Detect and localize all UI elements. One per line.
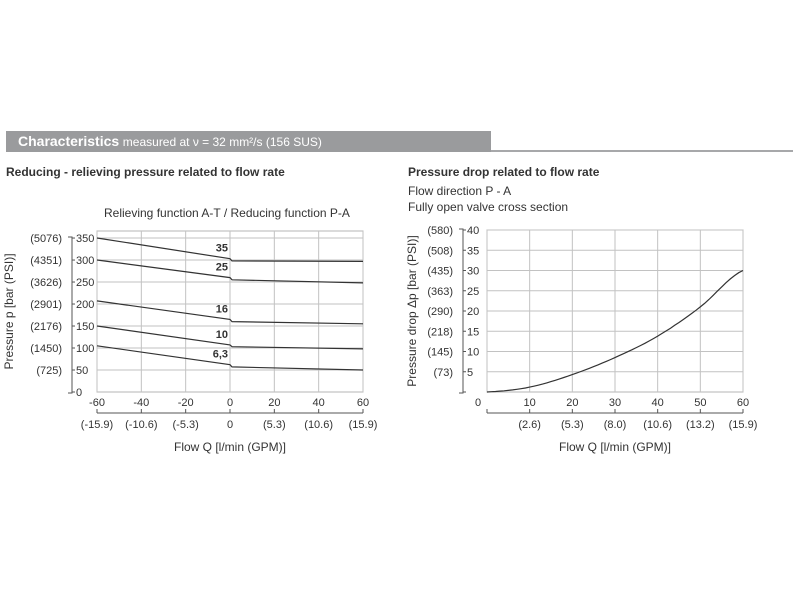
y-tick-label: 10 [467,347,479,359]
series-label: 35 [216,243,228,255]
y-tick-label-psi: (290) [427,306,453,318]
x-tick-label-gpm: 0 [227,419,233,431]
left-chart-title: Reducing - relieving pressure related to… [6,165,285,179]
y-tick-label: 5 [467,367,473,379]
x-tick-label-gpm: (5.3) [561,419,584,431]
section-header-title: Characteristics [18,133,120,149]
y-tick-label-psi: (5076) [30,233,62,245]
y-tick-label: 30 [467,266,479,278]
y-tick-label-psi: (218) [427,326,453,338]
section-header-subtitle: measured at ν = 32 mm²/s (156 SUS) [122,135,322,149]
y-tick-label: 20 [467,306,479,318]
x-tick-label-gpm: (10.6) [643,419,672,431]
x-tick-label: 0 [227,397,233,409]
x-tick-label: 10 [524,397,536,409]
x-tick-label: 40 [652,397,664,409]
x-tick-label-gpm: (13.2) [686,419,715,431]
y-tick-label-psi: (145) [427,347,453,359]
section-header-bar [6,131,491,152]
y-tick-label: 40 [467,225,479,237]
series-line [96,237,364,262]
x-tick-label: -20 [178,397,194,409]
x-tick-label-gpm: (8.0) [604,419,627,431]
y-tick-label: 25 [467,286,479,298]
y-tick-label: 35 [467,245,479,257]
x-tick-label-gpm: (15.9) [349,419,378,431]
x-axis-title: Flow Q [l/min (GPM)] [559,440,671,454]
series-line [96,345,364,371]
y-tick-label: 200 [76,299,94,311]
section-header: Characteristics measured at ν = 32 mm²/s… [18,133,322,149]
x-tick-label: 20 [566,397,578,409]
series-label: 16 [216,303,228,315]
y-tick-label-psi: (508) [427,245,453,257]
left-chart-function-label: Relieving function A-T / Reducing functi… [104,206,350,220]
y-axis-title: Pressure p [bar (PSI)] [2,253,16,369]
x-tick-label-gpm: (2.6) [518,419,541,431]
series-line [486,269,744,393]
y-axis-bracket [459,228,464,394]
x-tick-label-gpm: (-10.6) [125,419,157,431]
series-label: 10 [216,329,228,341]
y-tick-label: 0 [76,387,82,399]
x-axis-title: Flow Q [l/min (GPM)] [174,440,286,454]
x-tick-label: 60 [357,397,369,409]
y-tick-label-psi: (435) [427,266,453,278]
y-axis-title: Pressure drop Δp [bar (PSI)] [405,235,419,386]
y-tick-label: 250 [76,277,94,289]
x-tick-label-gpm: (15.9) [729,419,758,431]
right-chart-flow-direction: Flow direction P - A [408,184,512,198]
x-tick-label: 20 [268,397,280,409]
x-tick-label: -40 [133,397,149,409]
y-tick-label: 15 [467,326,479,338]
x-tick-label: -60 [89,397,105,409]
x-tick-label: 40 [313,397,325,409]
y-tick-label-psi: (2176) [30,321,62,333]
series-line [96,325,364,350]
y-tick-label: 150 [76,321,94,333]
y-tick-label-psi: (2901) [30,299,62,311]
y-tick-label-psi: (725) [36,365,62,377]
x-tick-label: 60 [737,397,749,409]
y-tick-label: 100 [76,343,94,355]
right-chart-valve-note: Fully open valve cross section [408,200,569,214]
x-tick-label-gpm: (-15.9) [81,419,113,431]
y-tick-label-psi: (4351) [30,255,62,267]
series-label: 6,3 [213,349,228,361]
y-tick-label: 300 [76,255,94,267]
x-tick-label: 50 [694,397,706,409]
x-tick-label: 30 [609,397,621,409]
series-line [96,259,364,284]
y-tick-label-psi: (1450) [30,343,62,355]
x-tick-label-gpm: (10.6) [304,419,333,431]
series-line [96,300,364,325]
left-chart: 050(725)100(1450)150(2176)200(2901)250(3… [2,230,378,454]
x-tick-label-gpm: (-5.3) [173,419,199,431]
x-tick-label: 0 [475,397,481,409]
right-chart-title: Pressure drop related to flow rate [408,165,600,179]
y-tick-label: 350 [76,233,94,245]
y-tick-label-psi: (73) [433,367,453,379]
x-tick-label-gpm: (5.3) [263,419,286,431]
right-chart: 5 (73) 10 (145) 15 (218) 20 (290) 25 (363) 30 (435)… [405,225,757,454]
section-header-rule [491,150,793,152]
y-tick-label-psi: (3626) [30,277,62,289]
y-axis-bracket [68,236,73,394]
y-tick-label-psi: (363) [427,286,453,298]
y-tick-label: 50 [76,365,88,377]
y-tick-label-psi: (580) [427,225,453,237]
series-label: 25 [216,262,228,274]
